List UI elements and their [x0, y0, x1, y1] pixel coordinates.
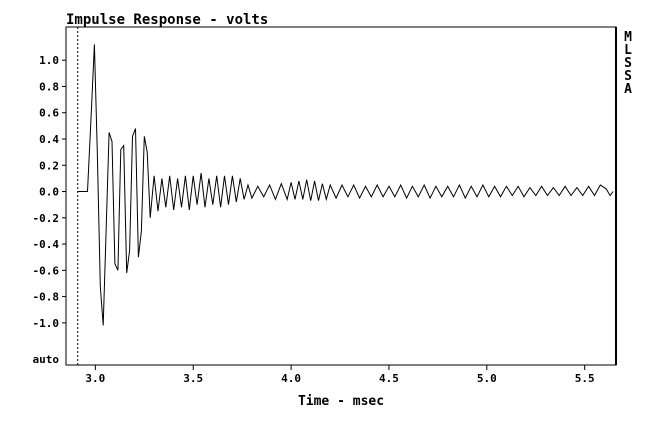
impulse-response-line — [77, 44, 614, 326]
side-panel-letter: A — [624, 82, 632, 97]
chart-title: Impulse Response - volts — [66, 12, 268, 28]
series-layer — [77, 44, 614, 326]
y-tick-label-auto: auto — [33, 353, 60, 366]
y-tick-label: 0.8 — [39, 80, 59, 93]
y-tick-label: -0.4 — [33, 238, 60, 251]
plot-frame — [65, 26, 617, 366]
y-tick-label: -0.8 — [33, 291, 60, 304]
y-tick-label: 0.2 — [39, 159, 59, 172]
x-tick-label: 4.0 — [281, 372, 301, 385]
y-tick-label: 0.4 — [39, 133, 59, 146]
x-axis: 3.0 3.5 4.0 4.5 5.0 5.5 — [85, 365, 595, 385]
x-tick-label: 4.5 — [379, 372, 399, 385]
y-tick-label: -1.0 — [33, 317, 60, 330]
x-tick-label: 5.5 — [575, 372, 595, 385]
x-tick-label: 3.5 — [183, 372, 203, 385]
y-tick-label: 0.0 — [39, 186, 59, 199]
x-tick-label: 3.0 — [85, 372, 105, 385]
side-panel-letter: S — [624, 56, 632, 71]
y-tick-label: 0.6 — [39, 107, 59, 120]
y-tick-label: -0.6 — [33, 264, 60, 277]
side-panel-letter: L — [624, 43, 632, 58]
y-axis: 1.0 0.8 0.6 0.4 0.2 0.0 -0.2 -0.4 -0.6 -0.8 -1.0 au… — [33, 54, 66, 366]
x-tick-label: 5.0 — [477, 372, 497, 385]
side-panel-letter: M — [624, 30, 632, 45]
x-axis-label: Time - msec — [298, 394, 384, 409]
y-tick-label: -0.2 — [33, 212, 60, 225]
side-panel-letter: S — [624, 69, 632, 84]
y-tick-label: 1.0 — [39, 54, 59, 67]
